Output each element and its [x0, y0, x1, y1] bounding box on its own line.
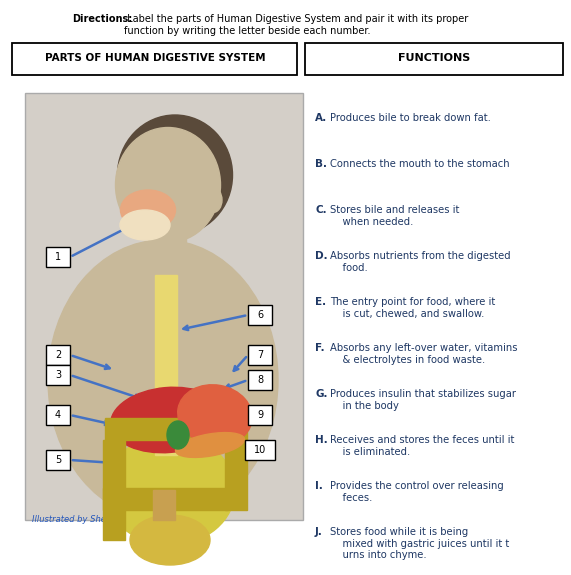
FancyBboxPatch shape	[248, 370, 272, 390]
Text: J.: J.	[315, 527, 323, 537]
Text: Illustrated by Shekinah Aines Banawa: Illustrated by Shekinah Aines Banawa	[32, 515, 190, 524]
Text: 7: 7	[257, 350, 263, 360]
Text: Stores bile and releases it
    when needed.: Stores bile and releases it when needed.	[330, 205, 460, 227]
FancyBboxPatch shape	[46, 345, 70, 365]
Text: PARTS OF HUMAN DIGESTIVE SYSTEM: PARTS OF HUMAN DIGESTIVE SYSTEM	[45, 53, 266, 63]
Text: Produces insulin that stabilizes sugar
    in the body: Produces insulin that stabilizes sugar i…	[330, 389, 516, 411]
Ellipse shape	[167, 421, 189, 449]
Text: Provides the control over releasing
    feces.: Provides the control over releasing fece…	[330, 481, 504, 503]
Ellipse shape	[130, 515, 210, 565]
Text: G.: G.	[315, 389, 328, 399]
Bar	[25, 93, 303, 520]
Ellipse shape	[120, 190, 175, 230]
Ellipse shape	[111, 387, 226, 453]
FancyBboxPatch shape	[305, 43, 563, 75]
Text: D.: D.	[315, 251, 328, 261]
FancyBboxPatch shape	[46, 405, 70, 425]
Text: 5: 5	[55, 455, 61, 465]
Bar	[155, 275, 177, 380]
Bar	[103, 488, 228, 510]
Bar	[103, 440, 125, 540]
Text: 6: 6	[257, 310, 263, 320]
Text: Receives and stores the feces until it
    is eliminated.: Receives and stores the feces until it i…	[330, 435, 514, 457]
Text: 8: 8	[257, 375, 263, 385]
Text: Absorbs any left-over water, vitamins
    & electrolytes in food waste.: Absorbs any left-over water, vitamins & …	[330, 343, 517, 365]
Text: Absorbs nutrients from the digested
    food.: Absorbs nutrients from the digested food…	[330, 251, 510, 273]
Ellipse shape	[178, 385, 252, 445]
FancyBboxPatch shape	[46, 365, 70, 385]
Text: Connects the mouth to the stomach: Connects the mouth to the stomach	[330, 159, 510, 169]
Text: 9: 9	[257, 410, 263, 420]
Bar	[153, 490, 175, 520]
Ellipse shape	[115, 128, 220, 243]
Text: 3: 3	[55, 370, 61, 380]
Text: 4: 4	[55, 410, 61, 420]
Ellipse shape	[48, 240, 278, 520]
Text: 1: 1	[55, 252, 61, 262]
Bar	[105, 418, 245, 440]
Ellipse shape	[120, 210, 170, 240]
Text: The entry point for food, where it
    is cut, chewed, and swallow.: The entry point for food, where it is cu…	[330, 297, 495, 319]
Text: C.: C.	[315, 205, 327, 215]
FancyBboxPatch shape	[248, 405, 272, 425]
Text: FUNCTIONS: FUNCTIONS	[398, 53, 470, 63]
FancyBboxPatch shape	[46, 247, 70, 267]
Bar	[148, 230, 186, 280]
Text: 2: 2	[55, 350, 61, 360]
Text: Label the parts of Human Digestive System and pair it with its proper
function b: Label the parts of Human Digestive Syste…	[124, 14, 468, 36]
Text: E.: E.	[315, 297, 326, 307]
Text: H.: H.	[315, 435, 328, 445]
FancyBboxPatch shape	[248, 345, 272, 365]
Ellipse shape	[204, 187, 222, 213]
Text: F.: F.	[315, 343, 325, 353]
Text: A.: A.	[315, 113, 327, 123]
FancyBboxPatch shape	[12, 43, 297, 75]
Text: Produces bile to break down fat.: Produces bile to break down fat.	[330, 113, 491, 123]
Text: I.: I.	[315, 481, 323, 491]
FancyBboxPatch shape	[248, 305, 272, 325]
Bar	[155, 380, 177, 455]
Text: B.: B.	[315, 159, 327, 169]
FancyBboxPatch shape	[46, 450, 70, 470]
Bar	[225, 430, 247, 510]
Text: Stores food while it is being
    mixed with gastric juices until it t
    urns : Stores food while it is being mixed with…	[330, 527, 509, 560]
Text: 10: 10	[254, 445, 266, 455]
Ellipse shape	[175, 432, 244, 458]
FancyBboxPatch shape	[245, 440, 275, 460]
Ellipse shape	[105, 435, 235, 545]
Ellipse shape	[118, 115, 232, 235]
Text: Directions:: Directions:	[72, 14, 132, 24]
